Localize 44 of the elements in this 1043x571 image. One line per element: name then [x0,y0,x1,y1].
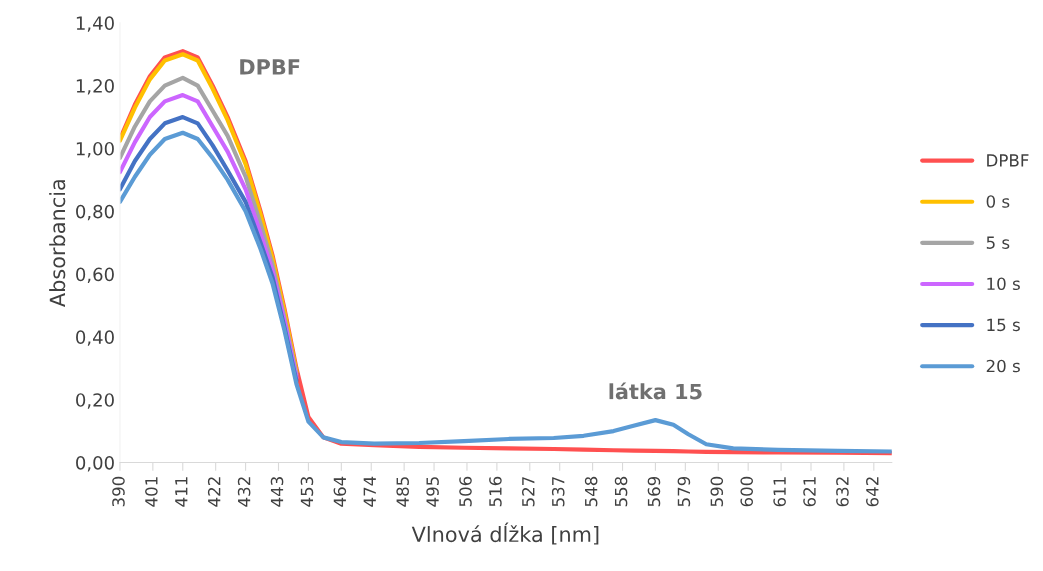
y-tick-label: 1,20 [76,79,114,95]
x-tick-label: 632 [836,477,849,507]
x-tick-label: 516 [489,476,502,507]
legend-label: 10 s [987,277,1020,291]
y-tick-label: 0,20 [76,393,114,409]
x-tick-label: 390 [112,476,125,507]
x-tick-label: 411 [175,477,188,507]
x-tick-label: 590 [710,476,724,507]
x-tick-label: 621 [803,477,816,507]
y-tick-label: 1,40 [76,16,114,32]
x-axis-title: Vlnová dĺžka [nm] [411,522,599,545]
annotation: DPBF [240,59,300,75]
x-tick-label: 558 [614,476,628,507]
x-tick-label: 453 [300,477,314,507]
x-tick-label: 506 [459,476,472,507]
x-tick-label: 485 [396,477,409,507]
x-tick-label: 600 [740,476,754,507]
x-tick-label: 401 [145,477,158,507]
legend-label: 20 s [986,359,1020,373]
y-tick-label: 1,00 [76,141,114,158]
x-tick-label: 422 [207,477,221,507]
y-tick-label: 0,40 [76,330,114,346]
x-tick-label: 464 [333,476,347,507]
legend-label: DPBF [987,154,1029,167]
legend-label: 15 s [987,318,1020,332]
legend-label: 5 s [986,236,1010,249]
x-tick-label: 642 [866,477,879,507]
x-tick-label: 443 [270,477,284,507]
x-tick-label: 474 [363,476,376,507]
y-tick-label: 0,80 [76,204,114,221]
x-tick-label: 569 [647,476,661,507]
annotation: látka 15 [609,382,702,400]
y-tick-label: 0,00 [76,455,114,472]
x-tick-label: 548 [584,476,598,507]
legend-label: 0 s [986,195,1010,208]
x-tick-label: 495 [426,477,439,507]
x-tick-label: 579 [677,476,691,507]
y-axis-title: Absorbancia [49,180,66,307]
y-tick-label: 0,60 [76,267,114,284]
x-tick-label: 432 [237,477,251,507]
x-tick-label: 527 [522,477,535,507]
line-series [119,130,892,454]
x-tick-label: 537 [551,477,565,507]
x-tick-label: 611 [773,477,786,507]
